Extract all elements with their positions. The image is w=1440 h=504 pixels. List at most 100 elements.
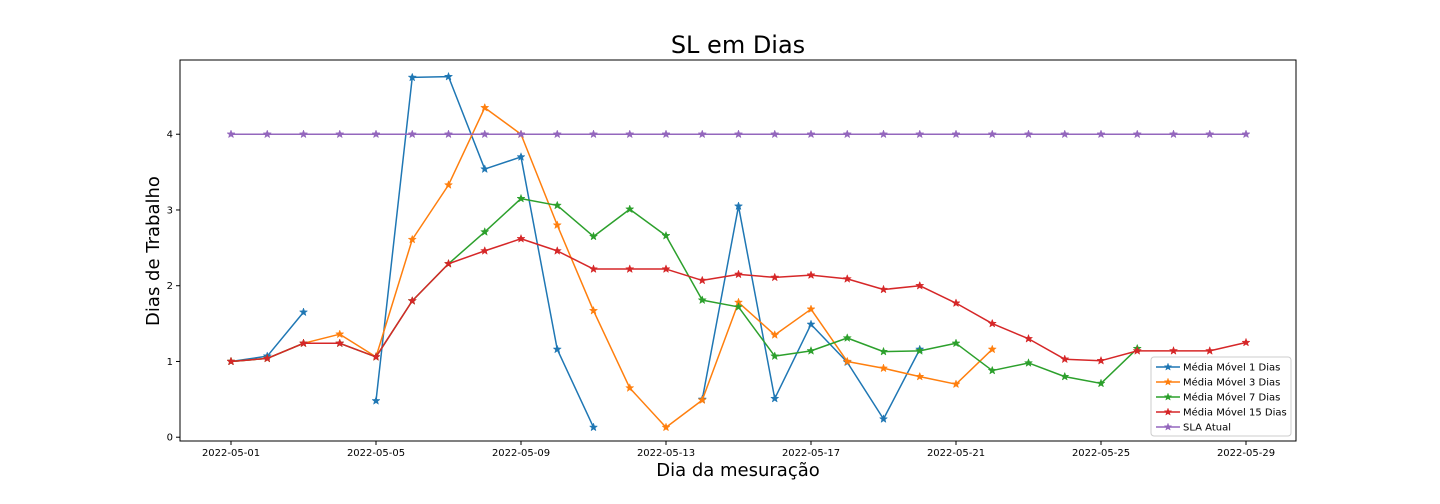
data-point bbox=[806, 345, 816, 355]
data-point bbox=[1060, 371, 1070, 381]
data-point bbox=[407, 129, 417, 139]
data-point bbox=[516, 152, 526, 161]
data-point bbox=[371, 395, 381, 405]
data-point bbox=[915, 371, 925, 381]
data-point bbox=[842, 129, 852, 139]
x-tick-label: 2022-05-17 bbox=[782, 448, 840, 459]
data-point bbox=[697, 129, 707, 139]
data-point bbox=[697, 395, 707, 405]
data-point bbox=[480, 164, 490, 174]
data-point bbox=[407, 234, 417, 244]
data-point bbox=[915, 129, 925, 139]
legend-marker bbox=[1163, 407, 1173, 416]
data-point bbox=[1023, 333, 1034, 343]
data-point bbox=[842, 333, 852, 342]
series-layer bbox=[226, 71, 1251, 432]
y-axis-title: Dias de Trabalho bbox=[143, 176, 164, 326]
data-point bbox=[1168, 129, 1179, 139]
plot-area-frame bbox=[179, 59, 1297, 442]
data-point bbox=[661, 129, 671, 139]
y-tick-label: 2 bbox=[167, 281, 173, 292]
data-point bbox=[733, 269, 744, 279]
data-point bbox=[335, 129, 345, 139]
data-point bbox=[552, 220, 562, 230]
data-point bbox=[697, 295, 707, 305]
data-point bbox=[226, 356, 236, 366]
data-point bbox=[987, 318, 997, 328]
series-4 bbox=[226, 233, 1251, 366]
data-point bbox=[661, 422, 671, 432]
data-point bbox=[516, 233, 526, 243]
data-point bbox=[1060, 354, 1070, 364]
data-point bbox=[878, 346, 889, 356]
data-point bbox=[878, 363, 889, 373]
data-point bbox=[552, 129, 562, 139]
series-line bbox=[230, 106, 993, 429]
data-point bbox=[298, 307, 309, 317]
data-point bbox=[951, 129, 961, 139]
data-point bbox=[480, 245, 490, 255]
data-point bbox=[588, 422, 599, 432]
data-point bbox=[878, 284, 889, 294]
data-point bbox=[516, 129, 526, 139]
data-point bbox=[335, 338, 345, 348]
data-point bbox=[806, 129, 816, 139]
x-tick-label: 2022-05-09 bbox=[492, 448, 550, 459]
legend-marker bbox=[1163, 422, 1173, 431]
data-point bbox=[1060, 129, 1070, 139]
legend-label: Média Móvel 1 Dias bbox=[1183, 362, 1280, 374]
data-point bbox=[516, 193, 526, 203]
legend-label: SLA Atual bbox=[1183, 423, 1231, 434]
data-point bbox=[298, 338, 309, 348]
data-point bbox=[480, 102, 490, 112]
data-point bbox=[407, 295, 417, 305]
x-axis: 2022-05-01 2022-05-05 2022-05-09 2022-05-13… bbox=[202, 441, 1275, 459]
data-point bbox=[625, 383, 635, 392]
data-point bbox=[588, 231, 599, 241]
data-point bbox=[226, 129, 236, 139]
data-point bbox=[1132, 345, 1142, 355]
data-point bbox=[371, 129, 381, 139]
legend-box bbox=[1150, 356, 1292, 437]
data-point bbox=[770, 272, 780, 282]
data-point bbox=[480, 227, 490, 236]
chart-title: SL em Dias bbox=[671, 31, 805, 59]
y-tick-label: 4 bbox=[167, 130, 173, 141]
y-tick-label: 3 bbox=[167, 205, 173, 216]
x-axis-title: Dia da mesuração bbox=[656, 460, 820, 481]
data-point bbox=[1241, 337, 1251, 347]
data-point bbox=[661, 230, 671, 240]
data-point bbox=[1205, 129, 1215, 139]
data-point bbox=[842, 356, 852, 366]
data-point bbox=[1023, 358, 1034, 367]
data-point bbox=[443, 129, 454, 139]
data-point bbox=[806, 319, 816, 329]
data-point bbox=[733, 302, 744, 311]
legend-marker bbox=[1163, 362, 1173, 371]
y-tick-label: 0 bbox=[167, 433, 173, 444]
data-point bbox=[770, 129, 780, 139]
data-point bbox=[951, 298, 961, 308]
data-point bbox=[878, 414, 889, 424]
data-point bbox=[878, 129, 889, 139]
series-1 bbox=[226, 71, 925, 432]
data-point bbox=[1096, 129, 1106, 139]
data-point bbox=[770, 330, 780, 339]
data-point bbox=[588, 264, 599, 274]
data-point bbox=[443, 71, 454, 81]
data-point bbox=[443, 180, 454, 189]
series-line bbox=[230, 197, 1138, 385]
data-point bbox=[915, 345, 925, 355]
data-point bbox=[588, 129, 599, 139]
legend-label: Média Móvel 7 Dias bbox=[1183, 392, 1280, 404]
data-point bbox=[733, 201, 744, 211]
data-point bbox=[335, 329, 345, 339]
legend-label: Média Móvel 3 Dias bbox=[1183, 377, 1280, 389]
series-2 bbox=[226, 102, 997, 432]
legend-marker bbox=[1163, 377, 1173, 386]
series-3 bbox=[226, 193, 1142, 388]
data-point bbox=[625, 129, 635, 139]
x-tick-label: 2022-05-05 bbox=[347, 448, 405, 459]
data-point bbox=[733, 129, 744, 139]
